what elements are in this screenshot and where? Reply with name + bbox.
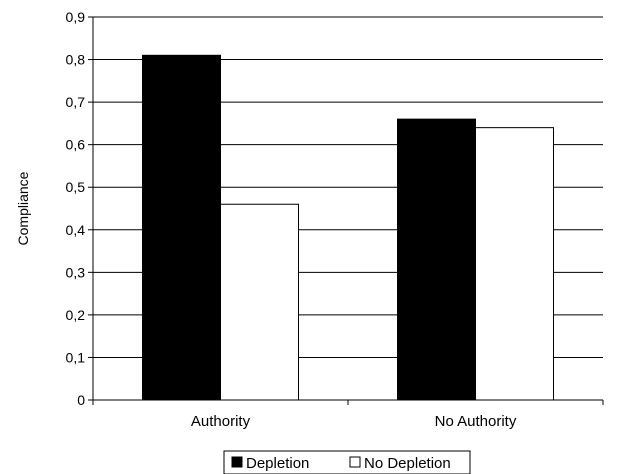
legend-label: Depletion: [246, 455, 309, 472]
y-tick-label: 0,7: [66, 94, 86, 110]
legend-items: Depletion No Depletion: [231, 455, 451, 472]
x-category-labels: Authority No Authority: [92, 400, 604, 430]
y-tick-labels: 0 0,1 0,2 0,3 0,4 0,5 0,6 0,7 0,8 0,9: [66, 9, 93, 408]
y-tick-label: 0,5: [66, 179, 86, 195]
bar-depletion-authority: [142, 54, 221, 401]
legend-swatch-no-depletion: [349, 456, 361, 468]
y-tick-label: 0,2: [66, 307, 86, 323]
x-category-label: Authority: [191, 413, 251, 430]
y-tick-label: 0,4: [66, 222, 86, 238]
y-tick-label: 0: [77, 392, 85, 408]
bar-no-depletion-authority: [220, 203, 299, 401]
y-tick-label: 0,3: [66, 264, 86, 280]
y-tick-label: 0,8: [66, 52, 86, 68]
bar-no-depletion-no-authority: [475, 127, 554, 401]
legend-box: [223, 450, 471, 474]
legend: Depletion No Depletion: [223, 450, 471, 474]
legend-label: No Depletion: [364, 455, 451, 472]
x-category-label: No Authority: [435, 413, 517, 430]
bars: [142, 54, 554, 401]
bar-depletion-no-authority: [397, 118, 476, 401]
y-tick-label: 0,9: [66, 9, 86, 25]
legend-swatch-depletion: [231, 456, 243, 468]
y-axis-title: Compliance: [15, 171, 31, 245]
y-tick-label: 0,6: [66, 137, 86, 153]
y-tick-label: 0,1: [66, 349, 86, 365]
